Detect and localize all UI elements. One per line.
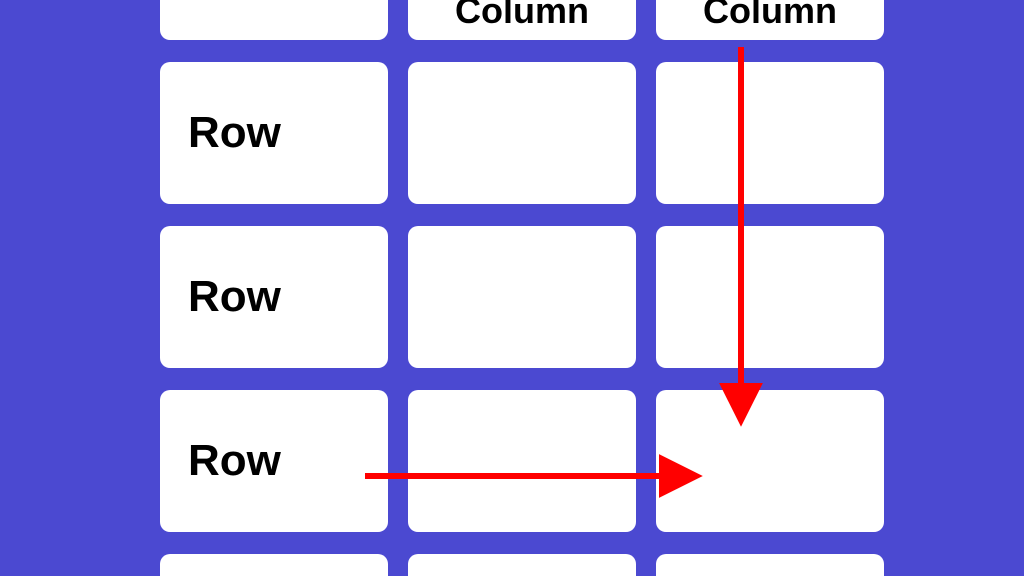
header-label: Column [455,0,589,32]
data-cell [408,226,636,368]
diagram-canvas: Column Column Row Row Row [0,0,1024,576]
row-label-cell: Row [160,226,388,368]
data-cell [656,390,884,532]
data-cell [160,554,388,576]
data-cell [408,62,636,204]
row-label-cell: Row [160,62,388,204]
data-cell [656,62,884,204]
header-cell-column: Column [408,0,636,40]
header-cell-empty [160,0,388,40]
row-label: Row [188,272,281,322]
data-cell [656,554,884,576]
row-label: Row [188,108,281,158]
row-label-cell: Row [160,390,388,532]
data-cell [408,554,636,576]
header-label: Column [703,0,837,32]
data-cell [408,390,636,532]
data-cell [656,226,884,368]
row-label: Row [188,436,281,486]
header-cell-column: Column [656,0,884,40]
